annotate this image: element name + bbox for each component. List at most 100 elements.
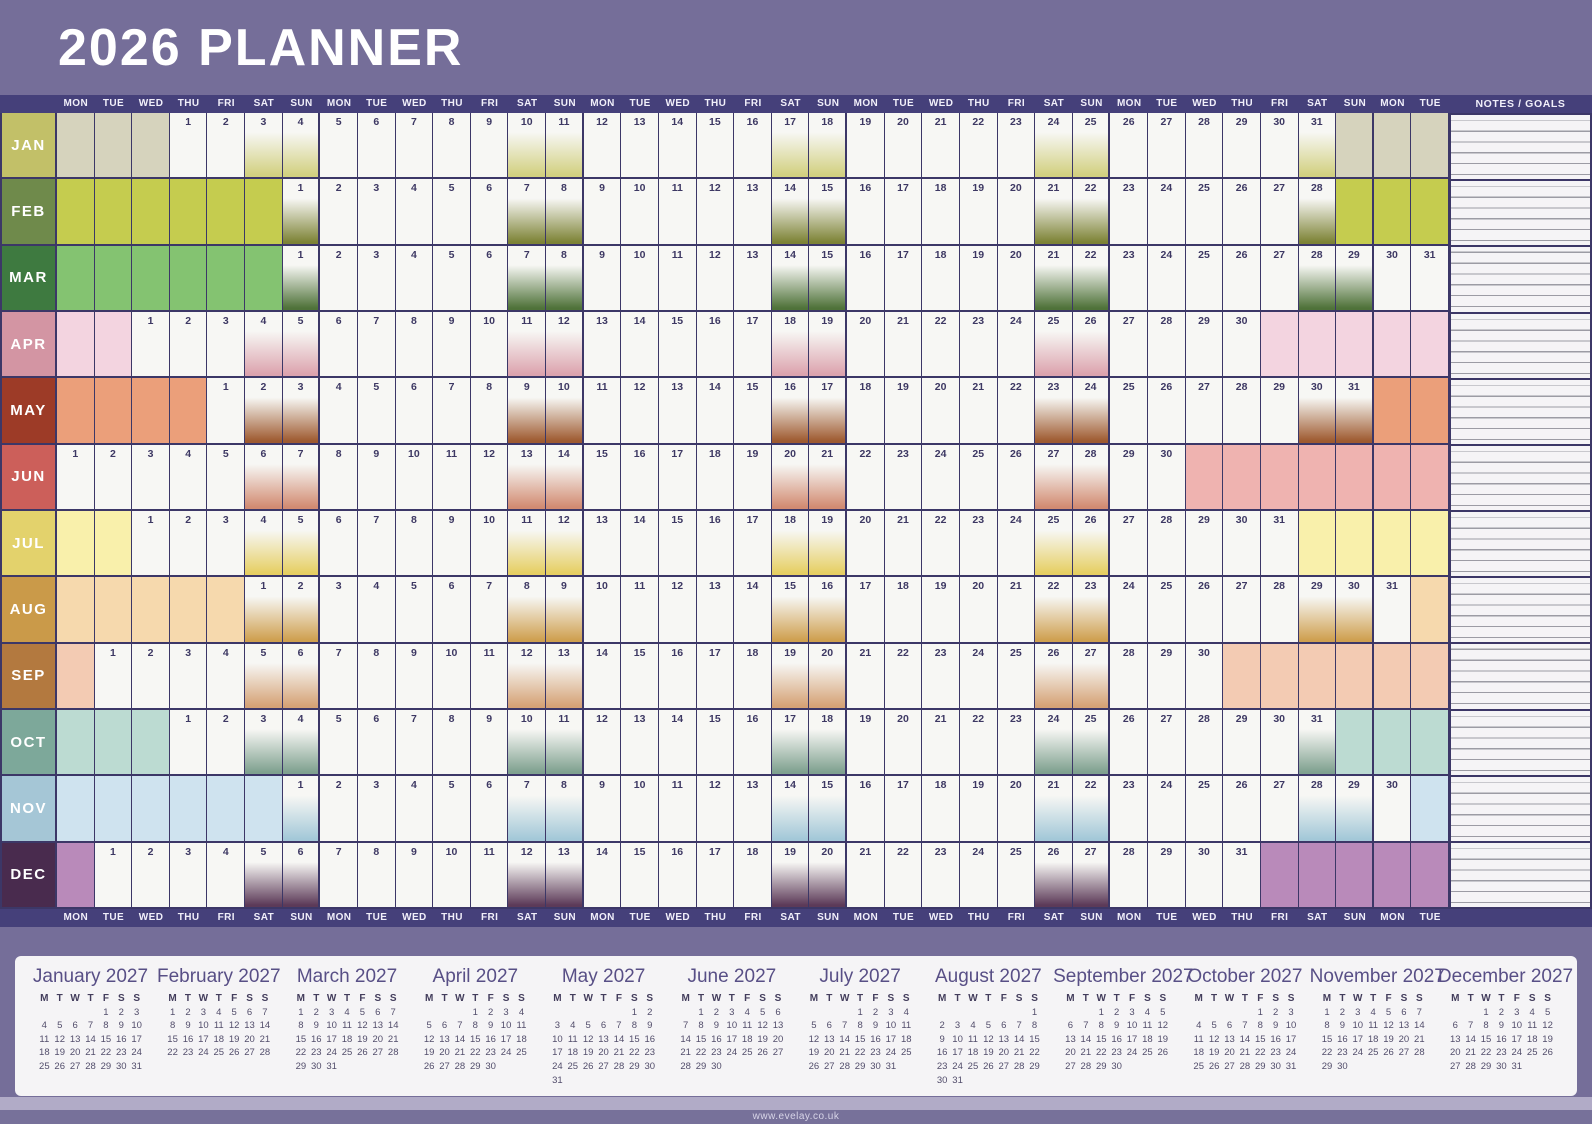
mini-empty-cell bbox=[437, 1006, 452, 1020]
mini-day-number: 20 bbox=[772, 1033, 784, 1045]
day-of-week-header: SUN bbox=[290, 912, 313, 923]
mini-weekday-header: S bbox=[1544, 993, 1551, 1004]
mini-day-number: 29 bbox=[695, 1060, 707, 1072]
day-cell: 18 bbox=[771, 511, 810, 578]
day-cell: 22 bbox=[1072, 179, 1111, 246]
filler-cell bbox=[1298, 511, 1337, 578]
mini-weekday-header: S bbox=[1415, 993, 1423, 1004]
mini-weekday-header: W bbox=[583, 993, 593, 1004]
mini-day-number: 2 bbox=[872, 1006, 879, 1018]
mini-day-number: 17 bbox=[1126, 1033, 1138, 1045]
day-number: 4 bbox=[260, 315, 267, 327]
mini-day-number: 3 bbox=[328, 1006, 335, 1018]
mini-day-number: 17 bbox=[726, 1033, 738, 1045]
day-of-week-header: THU bbox=[1231, 912, 1253, 923]
mini-calendar-title: December 2027 bbox=[1437, 966, 1574, 987]
mini-day-number: 16 bbox=[182, 1033, 194, 1045]
day-number: 22 bbox=[1084, 779, 1097, 792]
mini-weekday-header: W bbox=[1224, 993, 1235, 1004]
day-cell: 30 bbox=[1298, 378, 1337, 445]
mini-day-number: 29 bbox=[1095, 1060, 1107, 1072]
mini-day-number: 19 bbox=[1542, 1033, 1553, 1045]
day-of-week-header: FRI bbox=[217, 98, 235, 109]
mini-day-number: 9 bbox=[1339, 1020, 1346, 1032]
day-cell: 5 bbox=[282, 312, 321, 379]
mini-day-number: 31 bbox=[1511, 1060, 1523, 1072]
day-number: 14 bbox=[709, 381, 721, 394]
day-cell: 26 bbox=[1072, 312, 1111, 379]
day-cell: 28 bbox=[1260, 577, 1299, 644]
filler-cell bbox=[94, 179, 133, 246]
day-number: 2 bbox=[147, 646, 154, 659]
day-cell: 30 bbox=[1260, 710, 1299, 777]
day-number: 9 bbox=[486, 116, 493, 128]
day-cell: 8 bbox=[546, 179, 584, 246]
filler-cell bbox=[245, 179, 283, 246]
day-number: 25 bbox=[1198, 248, 1210, 261]
notes-ruled-section bbox=[1450, 578, 1590, 645]
mini-day-number: 22 bbox=[1480, 1047, 1492, 1059]
day-of-week-band-bottom: MON TUE WED THU FRI SAT SUN MON TUE WED THU FRI SAT S… bbox=[0, 909, 1592, 927]
day-cell: 5 bbox=[245, 842, 283, 909]
mini-day-number: 28 bbox=[1465, 1060, 1476, 1072]
day-cell: 1 bbox=[282, 776, 321, 843]
mini-day-number: 13 bbox=[998, 1033, 1010, 1045]
mini-empty-cell bbox=[934, 1006, 949, 1020]
day-cell: 20 bbox=[997, 245, 1036, 312]
filler-cell bbox=[57, 179, 95, 246]
mini-day-number: 23 bbox=[936, 1060, 948, 1072]
mini-empty-cell bbox=[565, 1006, 580, 1020]
day-number: 19 bbox=[859, 713, 872, 725]
day-of-week-header: SUN bbox=[1343, 912, 1367, 923]
mini-weekday-header: T bbox=[728, 993, 735, 1004]
day-cell: 23 bbox=[1110, 245, 1149, 312]
day-number: 10 bbox=[520, 713, 533, 725]
day-cell: 27 bbox=[1110, 511, 1149, 578]
day-of-week-header: THU bbox=[441, 98, 463, 109]
mini-calendar: January 2027 M T W T F S S 1 2 3 4 5 6 7 8 9 10 11 12 13 14 15… bbox=[27, 966, 154, 1096]
day-number: 16 bbox=[746, 116, 759, 128]
mini-day-number: 27 bbox=[1065, 1060, 1076, 1072]
day-cell: 14 bbox=[621, 511, 659, 578]
day-number: 20 bbox=[821, 646, 834, 659]
day-cell: 9 bbox=[470, 710, 509, 777]
day-number: 8 bbox=[448, 713, 455, 725]
day-cell: 2 bbox=[245, 378, 283, 445]
day-cell: 11 bbox=[546, 113, 584, 180]
filler-cell bbox=[94, 245, 133, 312]
mini-day-number: 24 bbox=[500, 1047, 512, 1059]
mini-day-number: 14 bbox=[613, 1033, 625, 1045]
day-number: 8 bbox=[335, 447, 342, 460]
day-number: 15 bbox=[784, 580, 796, 593]
day-number: 12 bbox=[558, 514, 570, 526]
day-cell: 13 bbox=[583, 511, 622, 578]
day-number: 26 bbox=[1235, 182, 1248, 195]
mini-day-number: 22 bbox=[695, 1047, 707, 1059]
day-of-week-header: SAT bbox=[253, 98, 275, 109]
day-of-week-header: THU bbox=[967, 912, 990, 923]
mini-day-number: 9 bbox=[313, 1020, 319, 1032]
mini-day-number: 8 bbox=[1257, 1020, 1263, 1032]
day-number: 26 bbox=[1198, 580, 1210, 593]
day-cell: 7 bbox=[508, 245, 547, 312]
day-number: 19 bbox=[972, 182, 985, 195]
day-cell: 22 bbox=[922, 511, 960, 578]
day-number: 4 bbox=[335, 381, 342, 394]
day-cell: 20 bbox=[847, 511, 885, 578]
day-cell: 9 bbox=[357, 444, 396, 511]
mini-day-number: 27 bbox=[439, 1060, 450, 1072]
mini-day-number: 22 bbox=[629, 1047, 640, 1059]
day-number: 11 bbox=[558, 116, 570, 128]
mini-day-number: 29 bbox=[854, 1060, 866, 1072]
day-number: 23 bbox=[934, 845, 947, 858]
day-number: 28 bbox=[1084, 447, 1097, 460]
mini-day-number: 20 bbox=[1224, 1047, 1235, 1059]
day-cell: 12 bbox=[470, 444, 509, 511]
day-number: 4 bbox=[373, 580, 380, 593]
day-of-week-header: WED bbox=[1192, 912, 1217, 923]
day-number: 16 bbox=[859, 779, 872, 792]
day-cell: 10 bbox=[621, 245, 659, 312]
day-of-week-header: THU bbox=[441, 912, 463, 923]
day-cell: 23 bbox=[959, 312, 998, 379]
day-cell: 18 bbox=[809, 710, 848, 777]
